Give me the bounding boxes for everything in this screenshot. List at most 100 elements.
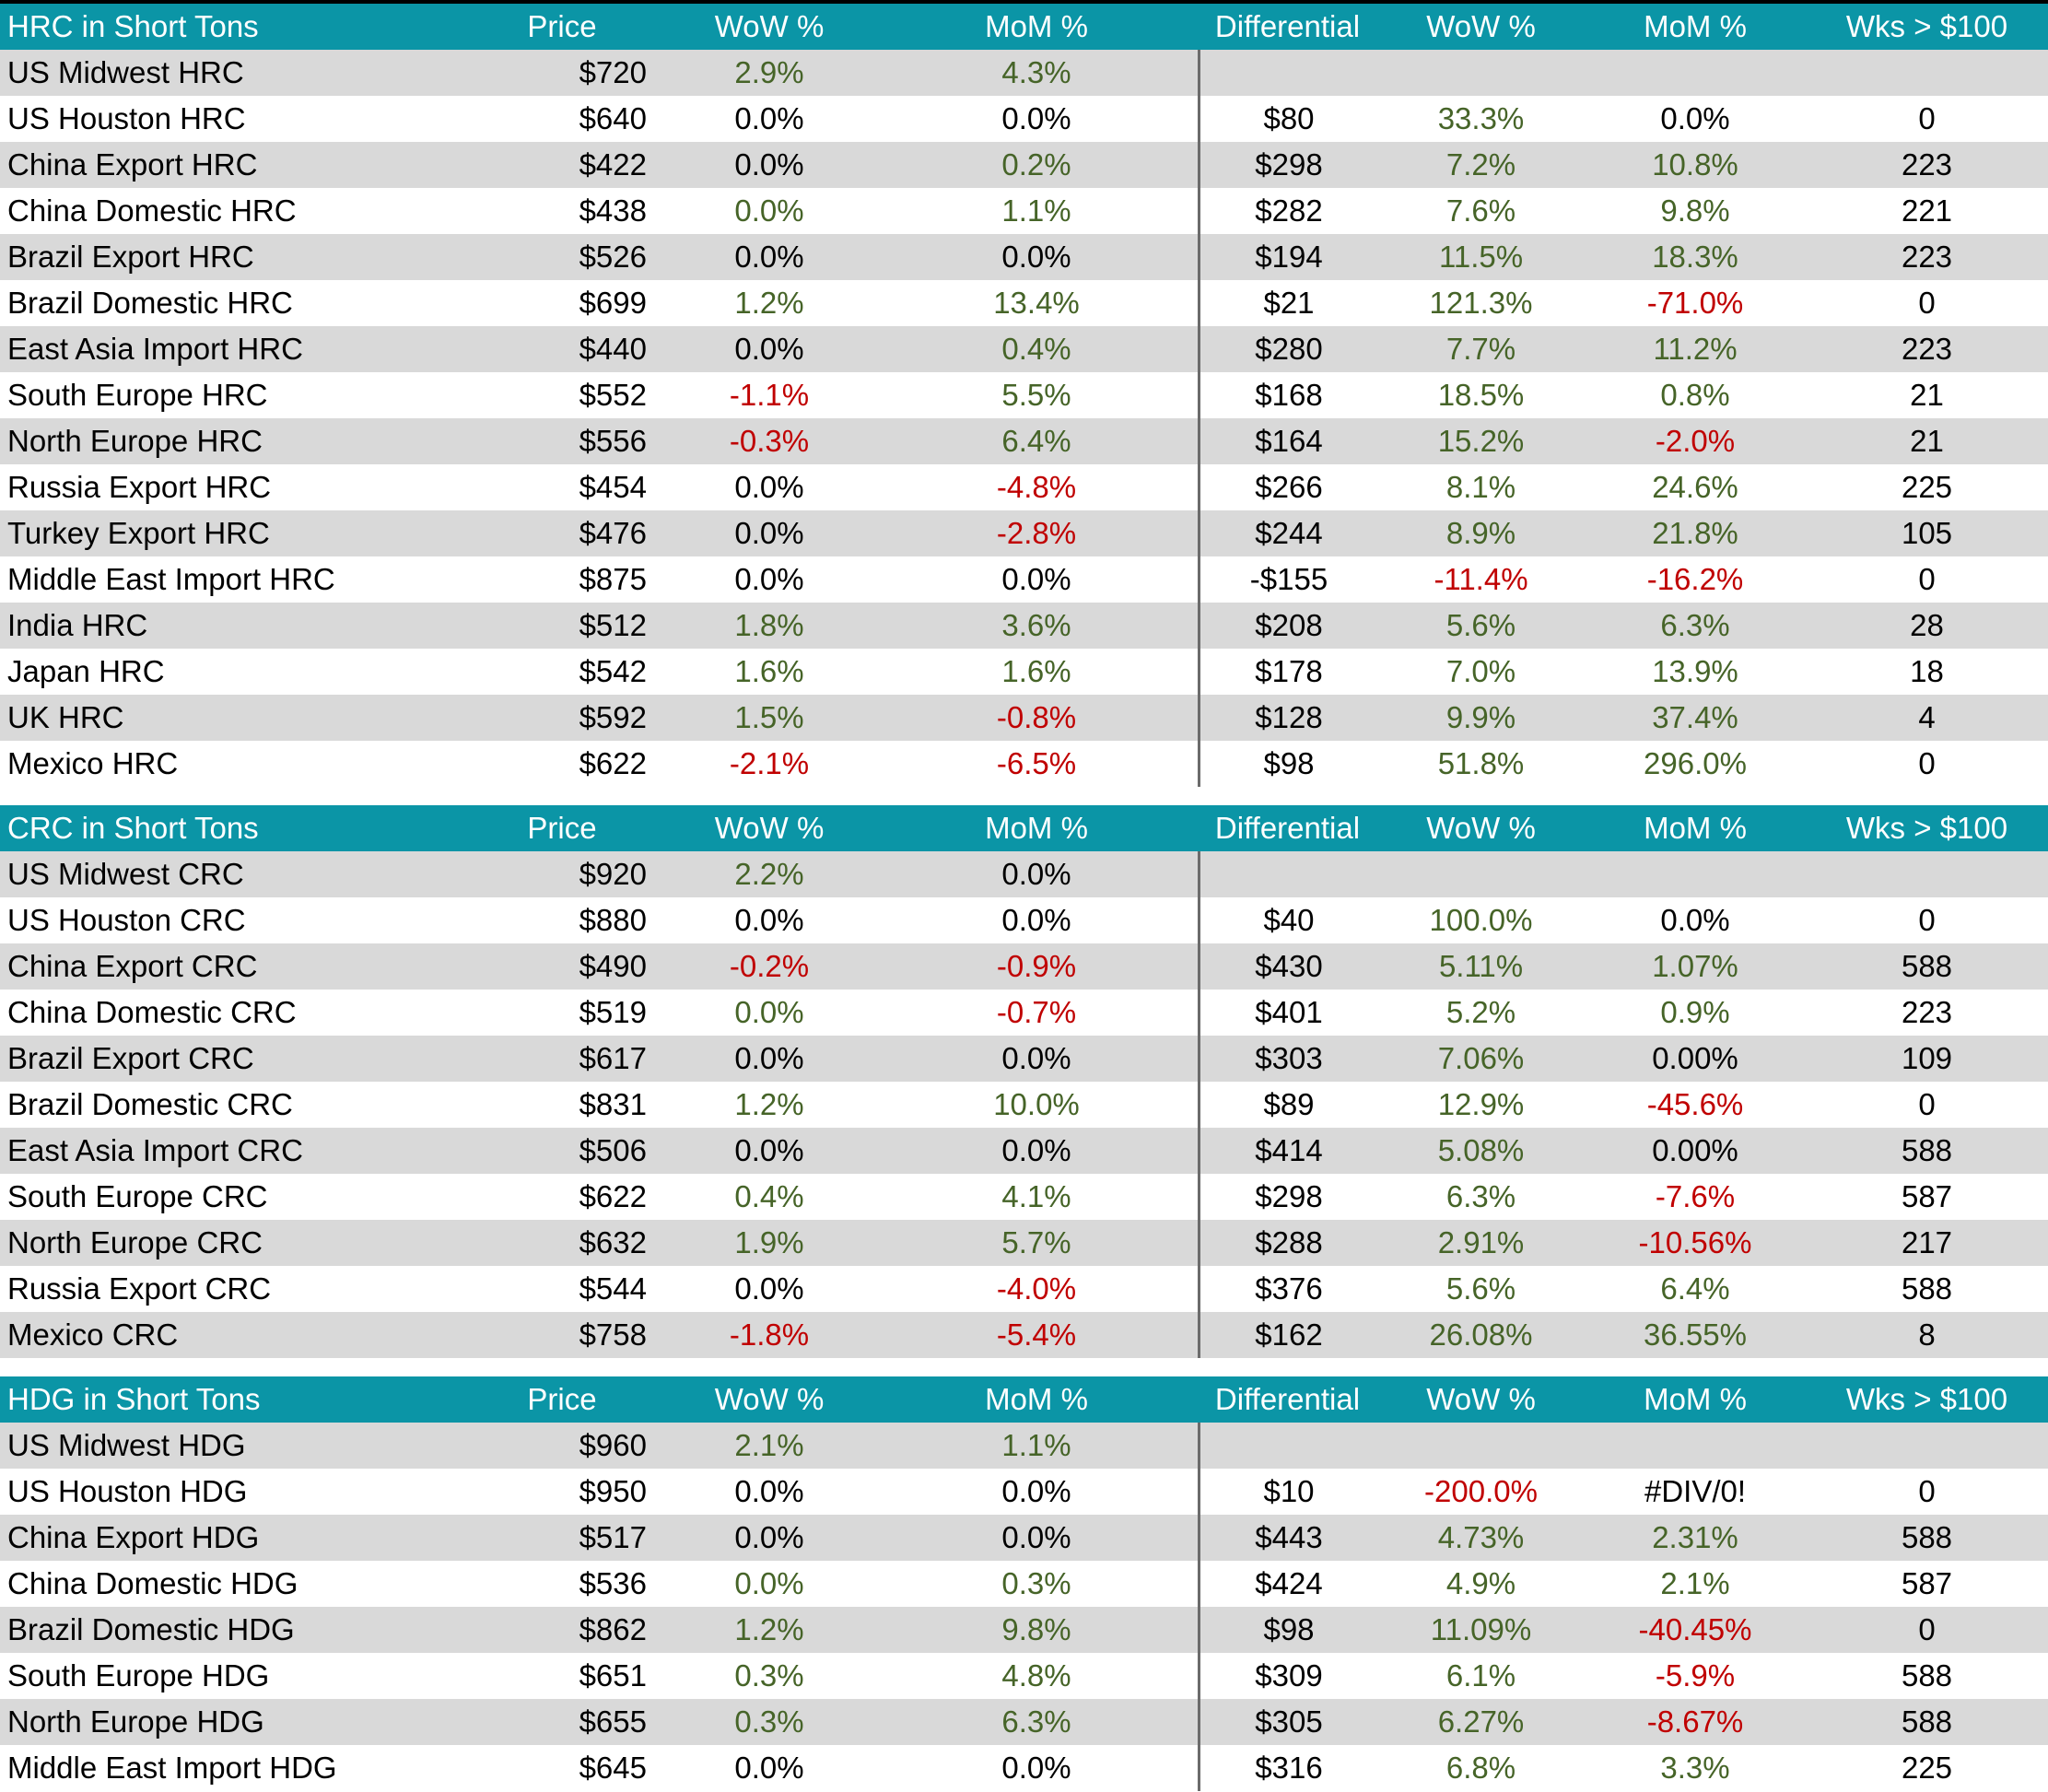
cell-differential[interactable]: $128	[1198, 695, 1377, 741]
cell-price[interactable]: $592	[579, 700, 647, 734]
cell-wow-pct[interactable]: 0.0%	[734, 995, 804, 1029]
cell-wow-pct[interactable]: 0.0%	[734, 1041, 804, 1075]
cell-region-name[interactable]: India HRC	[7, 608, 148, 642]
cell-price[interactable]: $699	[579, 286, 647, 320]
cell-wow-pct[interactable]: 0.4%	[734, 1179, 804, 1213]
cell-diff-wow-pct[interactable]: 8.9%	[1445, 516, 1516, 550]
cell-differential[interactable]: $430	[1198, 943, 1377, 990]
cell-region-name[interactable]: South Europe CRC	[7, 1179, 268, 1213]
cell-diff-wow-pct[interactable]: 12.9%	[1437, 1087, 1525, 1121]
cell-wow-pct[interactable]: -1.1%	[729, 378, 810, 412]
section-title[interactable]: HRC in Short Tons	[7, 9, 259, 43]
cell-differential[interactable]: $98	[1198, 741, 1377, 787]
cell-price[interactable]: $950	[579, 1474, 647, 1508]
cell-weeks-over-100[interactable]: 587	[1901, 1179, 1953, 1213]
cell-differential[interactable]: -$155	[1198, 556, 1377, 603]
cell-mom-pct[interactable]: -0.8%	[996, 700, 1077, 734]
cell-region-name[interactable]: US Midwest HDG	[7, 1428, 246, 1462]
cell-differential[interactable]: $316	[1198, 1745, 1377, 1791]
cell-diff-wow-pct[interactable]: 4.73%	[1437, 1520, 1525, 1554]
column-header-wow-pct[interactable]: WoW %	[714, 811, 825, 845]
cell-differential[interactable]: $305	[1198, 1699, 1377, 1745]
cell-wow-pct[interactable]: 0.0%	[734, 101, 804, 135]
cell-region-name[interactable]: US Houston HDG	[7, 1474, 248, 1508]
cell-diff-wow-pct[interactable]: -200.0%	[1424, 1474, 1538, 1508]
cell-price[interactable]: $875	[579, 562, 647, 596]
cell-wow-pct[interactable]: 0.0%	[734, 1751, 804, 1785]
cell-region-name[interactable]: Mexico CRC	[7, 1318, 179, 1352]
cell-diff-wow-pct[interactable]	[1377, 50, 1585, 96]
cell-differential[interactable]: $98	[1198, 1607, 1377, 1653]
cell-wow-pct[interactable]: 0.3%	[734, 1658, 804, 1692]
cell-diff-mom-pct[interactable]: 24.6%	[1652, 470, 1738, 504]
cell-diff-wow-pct[interactable]: 9.9%	[1445, 700, 1516, 734]
cell-diff-wow-pct[interactable]: 2.91%	[1437, 1225, 1525, 1259]
cell-wow-pct[interactable]: 0.0%	[734, 516, 804, 550]
cell-price[interactable]: $512	[579, 608, 647, 642]
column-header-price[interactable]: Price	[527, 1382, 597, 1416]
cell-wow-pct[interactable]: 0.0%	[734, 1271, 804, 1306]
cell-region-name[interactable]: US Houston HRC	[7, 101, 246, 135]
cell-differential[interactable]: $424	[1198, 1561, 1377, 1607]
cell-diff-wow-pct[interactable]: 7.7%	[1445, 332, 1516, 366]
cell-region-name[interactable]: China Export CRC	[7, 949, 258, 983]
cell-diff-mom-pct[interactable]: -16.2%	[1646, 562, 1744, 596]
cell-mom-pct[interactable]: 0.0%	[1001, 101, 1071, 135]
column-header-price[interactable]: Price	[527, 811, 597, 845]
column-header-weeks-over-100[interactable]: Wks > $100	[1845, 811, 2008, 845]
cell-diff-mom-pct[interactable]: 18.3%	[1652, 240, 1738, 274]
cell-price[interactable]: $476	[579, 516, 647, 550]
cell-differential[interactable]: $303	[1198, 1036, 1377, 1082]
cell-wow-pct[interactable]: 0.3%	[734, 1704, 804, 1739]
cell-weeks-over-100[interactable]: 0	[1918, 101, 1936, 135]
cell-region-name[interactable]: North Europe CRC	[7, 1225, 263, 1259]
cell-diff-mom-pct[interactable]: -71.0%	[1646, 286, 1744, 320]
cell-differential[interactable]: $208	[1198, 603, 1377, 649]
cell-diff-mom-pct[interactable]: -10.56%	[1638, 1225, 1752, 1259]
cell-differential[interactable]: $178	[1198, 649, 1377, 695]
cell-weeks-over-100[interactable]: 4	[1918, 700, 1936, 734]
cell-diff-mom-pct[interactable]: -2.0%	[1655, 424, 1736, 458]
cell-weeks-over-100[interactable]: 0	[1918, 1087, 1936, 1121]
cell-weeks-over-100[interactable]: 217	[1901, 1225, 1953, 1259]
column-header-diff-mom-pct[interactable]: MoM %	[1644, 1382, 1747, 1416]
cell-differential[interactable]: $40	[1198, 897, 1377, 943]
cell-diff-mom-pct[interactable]: 0.8%	[1660, 378, 1730, 412]
cell-price[interactable]: $651	[579, 1658, 647, 1692]
cell-differential[interactable]: $10	[1198, 1469, 1377, 1515]
cell-region-name[interactable]: Turkey Export HRC	[7, 516, 270, 550]
cell-weeks-over-100[interactable]: 28	[1910, 608, 1944, 642]
cell-diff-wow-pct[interactable]	[1377, 1423, 1585, 1469]
cell-wow-pct[interactable]: 0.0%	[734, 1133, 804, 1167]
cell-region-name[interactable]: China Export HRC	[7, 147, 258, 182]
cell-diff-wow-pct[interactable]: 51.8%	[1437, 746, 1525, 780]
cell-region-name[interactable]: US Midwest HRC	[7, 55, 244, 89]
cell-diff-mom-pct[interactable]: 0.0%	[1660, 101, 1730, 135]
cell-mom-pct[interactable]: 4.1%	[1001, 1179, 1071, 1213]
cell-diff-mom-pct[interactable]: -45.6%	[1646, 1087, 1744, 1121]
cell-wow-pct[interactable]: -0.2%	[729, 949, 810, 983]
cell-mom-pct[interactable]: 0.2%	[1001, 147, 1071, 182]
cell-region-name[interactable]: South Europe HRC	[7, 378, 268, 412]
column-header-differential[interactable]: Differential	[1214, 9, 1361, 43]
cell-wow-pct[interactable]: 2.2%	[734, 857, 804, 891]
cell-diff-wow-pct[interactable]: 6.3%	[1445, 1179, 1516, 1213]
cell-wow-pct[interactable]: 1.2%	[734, 1612, 804, 1646]
cell-diff-wow-pct[interactable]: 100.0%	[1429, 903, 1533, 937]
cell-wow-pct[interactable]: 0.0%	[734, 240, 804, 274]
cell-region-name[interactable]: Brazil Domestic HDG	[7, 1612, 295, 1646]
cell-mom-pct[interactable]: 0.0%	[1001, 562, 1071, 596]
cell-price[interactable]: $552	[579, 378, 647, 412]
cell-mom-pct[interactable]: -0.9%	[996, 949, 1077, 983]
cell-wow-pct[interactable]: 0.0%	[734, 1474, 804, 1508]
cell-differential[interactable]: $89	[1198, 1082, 1377, 1128]
cell-diff-wow-pct[interactable]: 6.8%	[1445, 1751, 1516, 1785]
cell-diff-wow-pct[interactable]	[1377, 851, 1585, 897]
cell-mom-pct[interactable]: 1.6%	[1001, 654, 1071, 688]
cell-diff-mom-pct[interactable]: 1.07%	[1652, 949, 1738, 983]
column-header-diff-mom-pct[interactable]: MoM %	[1644, 811, 1747, 845]
cell-diff-mom-pct[interactable]: 36.55%	[1644, 1318, 1747, 1352]
cell-price[interactable]: $536	[579, 1566, 647, 1600]
cell-region-name[interactable]: Mexico HRC	[7, 746, 179, 780]
cell-wow-pct[interactable]: 1.2%	[734, 286, 804, 320]
